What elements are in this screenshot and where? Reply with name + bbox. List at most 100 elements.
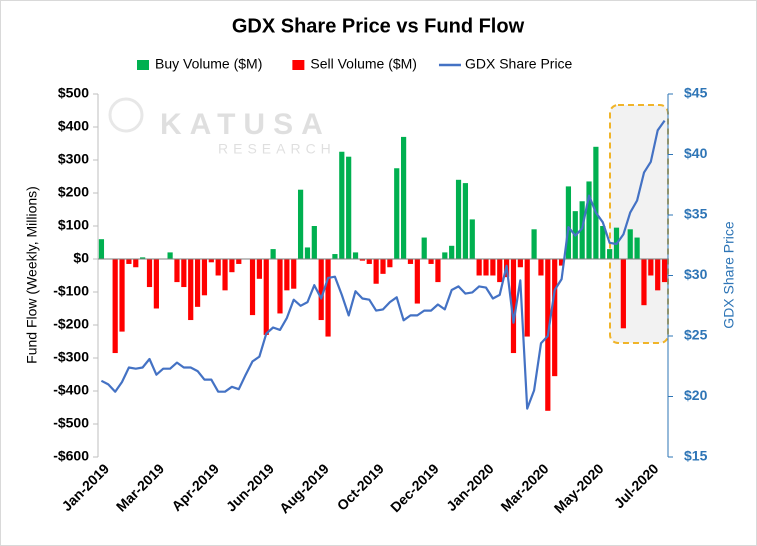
bar <box>270 249 276 259</box>
legend-item: GDX Share Price <box>438 56 573 72</box>
bar <box>133 259 139 268</box>
bar <box>311 226 317 259</box>
bar <box>641 259 647 306</box>
price-line <box>100 119 666 410</box>
bar <box>517 259 523 268</box>
bar <box>167 252 173 259</box>
bar <box>593 146 599 259</box>
legend-swatch <box>137 60 149 70</box>
bar <box>655 259 661 291</box>
bar <box>552 259 558 377</box>
bar <box>558 259 565 266</box>
bar <box>181 259 187 288</box>
bar <box>407 259 414 264</box>
y2-tick-label: $45 <box>684 85 708 101</box>
bar <box>510 259 517 354</box>
y-tick-label: -$400 <box>53 382 89 398</box>
y-axis-label: Fund Flow (Weekly, Millions) <box>24 186 40 364</box>
bar <box>661 259 668 283</box>
highlight-box <box>609 104 669 344</box>
bar <box>462 183 469 259</box>
bar <box>194 259 201 307</box>
y2-tick-label: $25 <box>684 327 708 343</box>
bar <box>469 219 475 259</box>
y-tick-label: $300 <box>58 151 89 167</box>
y-tick-label: $0 <box>73 250 89 266</box>
bar <box>201 259 208 296</box>
bar <box>140 257 146 259</box>
bar <box>229 259 235 273</box>
bar <box>607 249 613 259</box>
bar <box>565 186 572 259</box>
bar <box>339 151 345 259</box>
bar <box>531 229 537 259</box>
y-tick-label: $500 <box>58 85 89 101</box>
bar <box>600 226 606 259</box>
bar <box>435 259 441 283</box>
bar <box>98 239 105 259</box>
watermark-text: KATUSA <box>160 108 331 141</box>
watermark: KATUSA RESEARCH <box>108 97 336 157</box>
bar <box>497 259 503 283</box>
bar <box>146 259 153 288</box>
bar <box>387 259 393 268</box>
bar <box>188 259 194 321</box>
watermark-sub: RESEARCH <box>218 141 336 157</box>
bar <box>401 136 407 259</box>
bar <box>346 156 352 259</box>
legend-item: Buy Volume ($M) <box>137 56 262 72</box>
y2-tick-label: $15 <box>684 448 708 464</box>
y2-tick-label: $40 <box>684 145 708 161</box>
bar <box>586 181 592 259</box>
watermark-logo <box>108 97 144 133</box>
bar <box>442 252 448 259</box>
bar <box>126 259 132 264</box>
y2-tick-label: $30 <box>684 266 708 282</box>
bar <box>359 259 365 261</box>
bar <box>284 259 290 291</box>
bar <box>291 259 297 289</box>
legend-item: Sell Volume ($M) <box>292 56 417 72</box>
bar <box>325 259 331 337</box>
bar <box>222 259 228 291</box>
bar <box>304 247 311 259</box>
bar <box>627 229 633 259</box>
bar <box>208 259 214 263</box>
legend-swatch <box>292 60 305 70</box>
y-tick-label: -$500 <box>53 415 89 431</box>
bar <box>263 259 269 335</box>
bar <box>256 259 262 279</box>
bar <box>648 259 654 276</box>
y-tick-label: -$200 <box>53 316 89 332</box>
bar <box>483 259 489 276</box>
chart-title: GDX Share Price vs Fund Flow <box>232 15 525 37</box>
bar <box>449 245 455 259</box>
bar <box>414 259 420 304</box>
bar <box>455 179 462 259</box>
bar <box>579 201 585 259</box>
bar <box>538 259 544 276</box>
bar <box>297 189 304 259</box>
bar <box>421 237 427 259</box>
legend-label: GDX Share Price <box>465 56 573 72</box>
bar <box>634 237 640 259</box>
bar <box>153 259 159 309</box>
bar <box>366 259 372 264</box>
bar <box>394 168 400 259</box>
legend-label: Sell Volume ($M) <box>310 56 417 72</box>
y-tick-label: -$300 <box>53 349 89 365</box>
bar <box>428 259 434 264</box>
y-tick-label: $200 <box>58 184 89 200</box>
bar <box>112 259 118 354</box>
bar <box>490 259 496 276</box>
y-tick-label: $400 <box>58 118 89 134</box>
y2-axis-label: GDX Share Price <box>721 221 737 329</box>
bar <box>332 254 338 259</box>
bar <box>380 259 386 274</box>
bar <box>352 252 359 259</box>
bar <box>249 259 256 316</box>
bar <box>620 259 626 329</box>
bar <box>119 259 125 332</box>
bar <box>174 259 180 283</box>
